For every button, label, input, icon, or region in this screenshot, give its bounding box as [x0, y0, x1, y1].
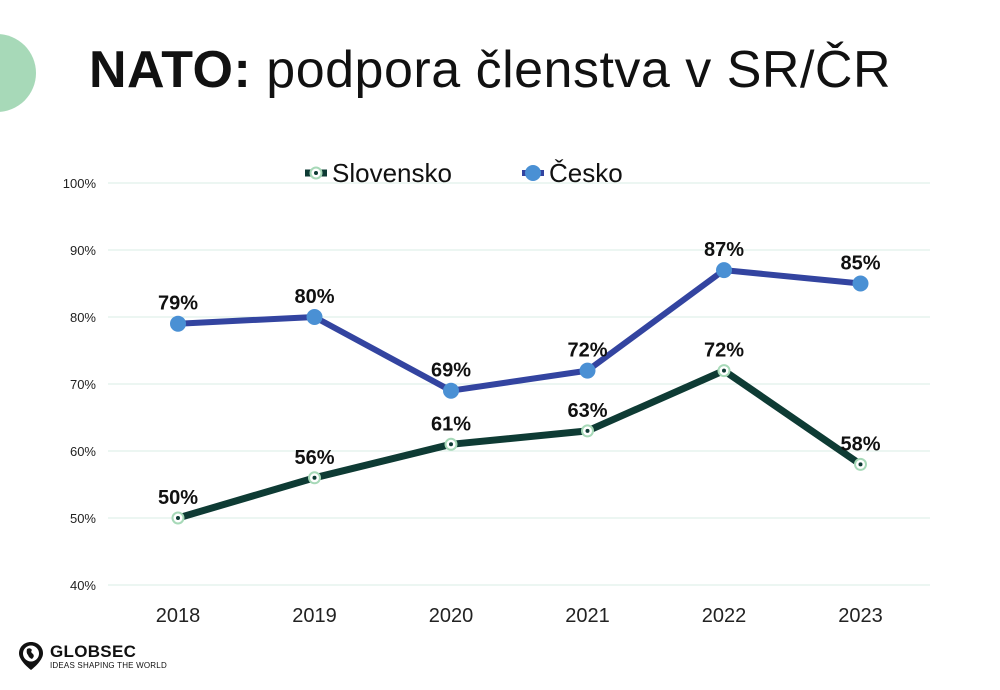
legend-label-slovensko: Slovensko [332, 158, 452, 188]
data-label-slovensko: 56% [294, 447, 334, 469]
data-point-cesko [443, 382, 459, 399]
data-point-core-slovensko [176, 516, 180, 520]
series-line-cesko [175, 267, 864, 394]
data-point-core-slovensko [722, 368, 726, 373]
data-label-slovensko: 63% [567, 400, 607, 422]
y-tick-label: 90% [70, 243, 96, 258]
data-label-cesko: 80% [294, 286, 334, 308]
data-label-cesko: 87% [704, 239, 744, 261]
data-label-slovensko: 50% [158, 487, 198, 509]
data-point-core-slovensko [585, 428, 590, 433]
data-point-cesko [170, 315, 186, 332]
globsec-logo: GLOBSEC IDEAS SHAPING THE WORLD [18, 641, 167, 671]
page-title: NATO: podpora členstva v SR/ČR [0, 40, 980, 100]
globe-pin-icon [19, 642, 43, 670]
series-line-slovensko [174, 367, 864, 522]
data-label-cesko: 79% [158, 293, 198, 315]
y-tick-label: 100% [63, 176, 97, 191]
data-point-cesko [579, 362, 596, 379]
data-point-cesko [716, 262, 732, 279]
legend-label-cesko: Česko [549, 158, 623, 188]
x-tick-label: 2023 [838, 605, 883, 627]
legend-marker-core-slovensko [314, 171, 318, 175]
y-tick-label: 40% [70, 578, 96, 593]
data-point-cesko [852, 275, 869, 292]
data-point-cesko [306, 309, 323, 325]
logo-tagline: IDEAS SHAPING THE WORLD [50, 660, 167, 670]
data-point-core-slovensko [449, 442, 453, 447]
data-label-slovensko: 72% [704, 340, 744, 362]
y-tick-label: 60% [70, 444, 96, 459]
data-label-cesko: 72% [567, 340, 607, 362]
x-tick-label: 2019 [292, 605, 337, 627]
data-label-cesko: 69% [431, 360, 471, 382]
title-bold: NATO: [88, 41, 252, 99]
title-rest: podpora členstva v SR/ČR [266, 41, 892, 99]
data-label-slovensko: 58% [840, 433, 880, 455]
data-point-core-slovensko [312, 475, 317, 480]
x-tick-label: 2021 [565, 605, 610, 627]
y-tick-label: 70% [70, 377, 96, 392]
x-tick-label: 2018 [156, 605, 201, 627]
x-tick-label: 2020 [429, 605, 474, 627]
data-label-slovensko: 61% [431, 413, 471, 435]
logo-name: GLOBSEC [50, 641, 137, 661]
y-tick-label: 50% [70, 511, 96, 526]
y-tick-label: 80% [70, 310, 96, 325]
legend-marker-cesko [525, 165, 541, 181]
x-tick-label: 2022 [702, 605, 747, 627]
data-point-core-slovensko [858, 462, 863, 467]
data-label-cesko: 85% [840, 253, 880, 275]
